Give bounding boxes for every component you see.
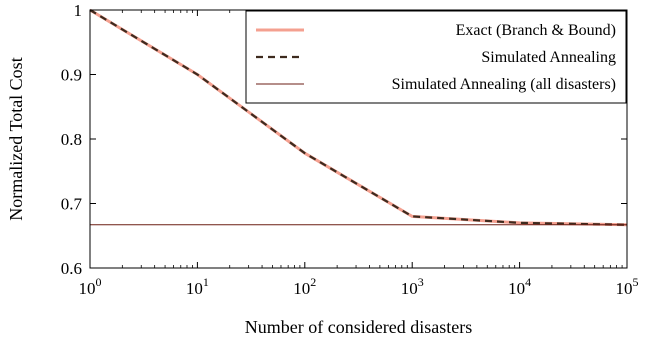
legend-label: Exact (Branch & Bound): [456, 22, 616, 39]
tick-labels: 100 101 102 103 104 105 0.6 0.7 0.8 0.9 1: [61, 1, 639, 298]
x-tick-label: 102: [293, 275, 316, 298]
legend-label: Simulated Annealing: [481, 49, 616, 66]
x-tick-label: 103: [401, 275, 424, 298]
plot-frame: [89, 9, 628, 269]
x-tick-label: 104: [508, 275, 531, 298]
y-tick-label: 0.8: [61, 130, 82, 149]
x-axis-label: Number of considered disasters: [245, 317, 472, 337]
series-layer: [89, 8, 628, 227]
y-axis-label: Normalized Total Cost: [6, 57, 26, 220]
legend: Exact (Branch & Bound) Simulated Annealin…: [245, 10, 627, 104]
legend-box: [245, 10, 627, 104]
x-tick-label: 101: [186, 275, 209, 298]
y-tick-label: 0.7: [61, 195, 83, 214]
y-tick-label: 0.9: [61, 66, 82, 85]
y-tick-label: 1: [74, 1, 83, 20]
legend-label: Simulated Annealing (all disasters): [392, 76, 616, 93]
series-line-2: [89, 9, 628, 226]
x-tick-label: 105: [616, 275, 639, 298]
y-tick-label: 0.6: [61, 259, 82, 278]
x-tick-label: 100: [79, 275, 102, 298]
